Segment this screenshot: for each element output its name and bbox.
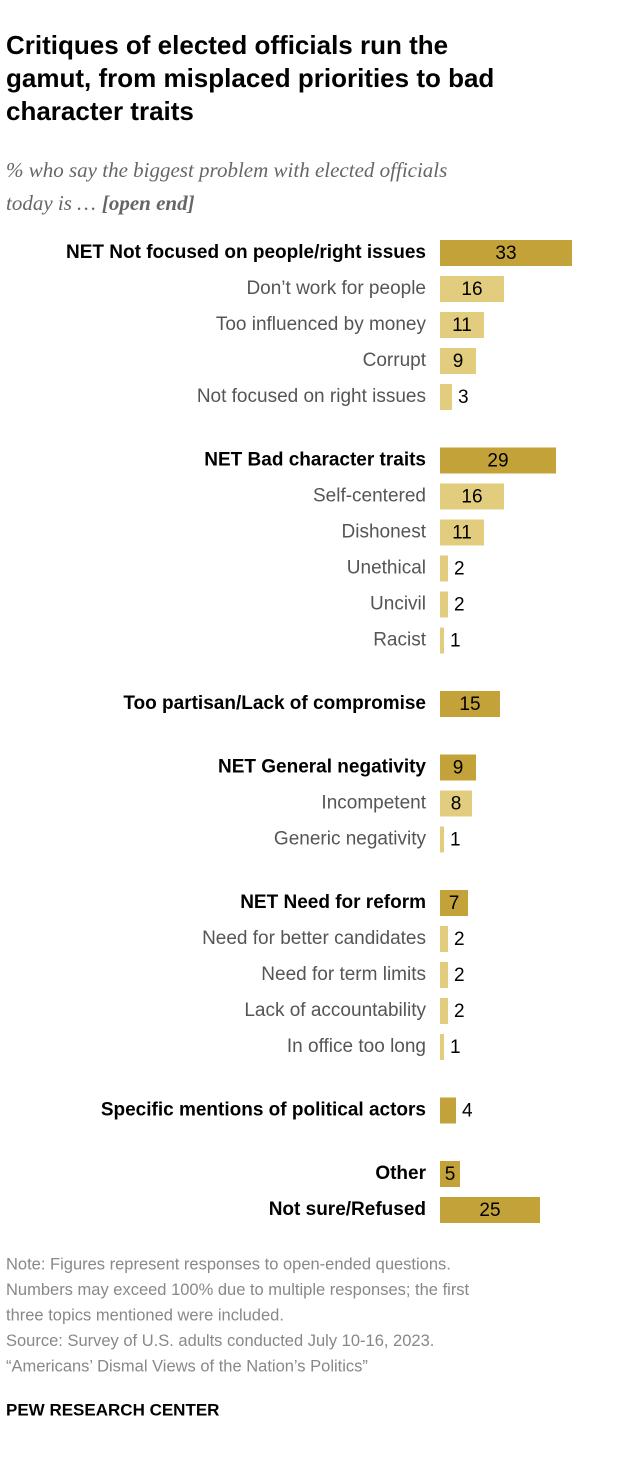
value-label: 2: [454, 595, 465, 616]
value-label: 5: [445, 1164, 456, 1185]
chart-title: character traits: [6, 96, 194, 126]
value-label: 2: [454, 559, 465, 580]
bar: [440, 754, 476, 781]
note: three topics mentioned were included.: [6, 1306, 284, 1324]
category-label: Not focused on right issues: [197, 386, 426, 407]
value-label: 16: [461, 487, 482, 508]
category-label: NET Bad character traits: [204, 450, 426, 471]
value-label: 2: [454, 929, 465, 950]
bar: [440, 962, 448, 988]
category-label: Specific mentions of political actors: [101, 1100, 426, 1121]
category-label: Corrupt: [363, 350, 427, 371]
bar: [440, 1197, 540, 1223]
value-label: 4: [462, 1101, 473, 1122]
note: Source: Survey of U.S. adults conducted …: [6, 1332, 434, 1350]
category-label: Lack of accountability: [244, 1000, 426, 1021]
bar: [440, 1161, 460, 1187]
value-label: 2: [454, 1001, 465, 1022]
category-label: Generic negativity: [274, 829, 427, 850]
bar: [440, 555, 448, 582]
chart-title: gamut, from misplaced priorities to bad: [6, 63, 494, 93]
value-label: 33: [495, 243, 516, 264]
value-label: 25: [479, 1200, 500, 1221]
bar: [440, 890, 468, 916]
bar: [440, 790, 472, 817]
value-label: 7: [449, 893, 460, 914]
bar: [440, 591, 448, 618]
category-label: Not sure/Refused: [269, 1199, 426, 1220]
category-label: Need for term limits: [261, 964, 426, 985]
category-label: Don’t work for people: [246, 278, 426, 299]
bar: [440, 1034, 444, 1060]
bar: [440, 447, 556, 474]
category-label: Racist: [373, 630, 427, 651]
value-label: 1: [450, 631, 461, 652]
source-org: PEW RESEARCH CENTER: [6, 1400, 219, 1419]
category-label: In office too long: [287, 1036, 426, 1057]
bar: [440, 276, 504, 302]
bar: [440, 348, 476, 374]
category-label: Self-centered: [313, 486, 426, 507]
value-label: 9: [453, 351, 464, 372]
category-label: Other: [375, 1163, 426, 1184]
category-label: Need for better candidates: [202, 928, 426, 949]
category-label: Too partisan/Lack of compromise: [123, 693, 426, 714]
bar: [440, 384, 452, 410]
subtitle-emphasis: [open end]: [102, 191, 195, 215]
note: “Americans’ Dismal Views of the Nation’s…: [6, 1357, 368, 1375]
bar: [440, 926, 448, 952]
category-label: NET General negativity: [218, 757, 426, 778]
category-label: NET Need for reform: [240, 892, 426, 913]
value-label: 11: [452, 315, 472, 336]
value-label: 3: [458, 387, 469, 408]
value-label: 16: [461, 279, 482, 300]
bar: [440, 483, 504, 510]
value-label: 11: [452, 523, 472, 544]
bar: [440, 312, 484, 338]
note: Numbers may exceed 100% due to multiple …: [6, 1281, 470, 1299]
bar: [440, 627, 444, 654]
category-label: Dishonest: [342, 522, 427, 543]
bar: [440, 240, 572, 266]
bar: [440, 519, 484, 546]
category-label: Uncivil: [370, 594, 426, 615]
value-label: 2: [454, 965, 465, 986]
chart-subtitle: % who say the biggest problem with elect…: [6, 158, 447, 182]
category-label: Unethical: [347, 558, 426, 579]
value-label: 1: [450, 830, 461, 851]
category-label: Too influenced by money: [216, 314, 427, 335]
bar: [440, 998, 448, 1024]
value-label: 29: [487, 451, 508, 472]
category-label: NET Not focused on people/right issues: [66, 242, 426, 263]
bar: [440, 1097, 456, 1124]
chart-subtitle: today is …: [6, 191, 96, 215]
bar: [440, 691, 500, 717]
category-label: Incompetent: [321, 793, 426, 814]
value-label: 9: [453, 758, 464, 779]
note: Note: Figures represent responses to ope…: [6, 1255, 451, 1273]
value-label: 1: [450, 1037, 461, 1058]
chart-title: Critiques of elected officials run the: [6, 30, 448, 60]
value-label: 8: [451, 794, 462, 815]
value-label: 15: [459, 694, 480, 715]
bar: [440, 826, 444, 853]
